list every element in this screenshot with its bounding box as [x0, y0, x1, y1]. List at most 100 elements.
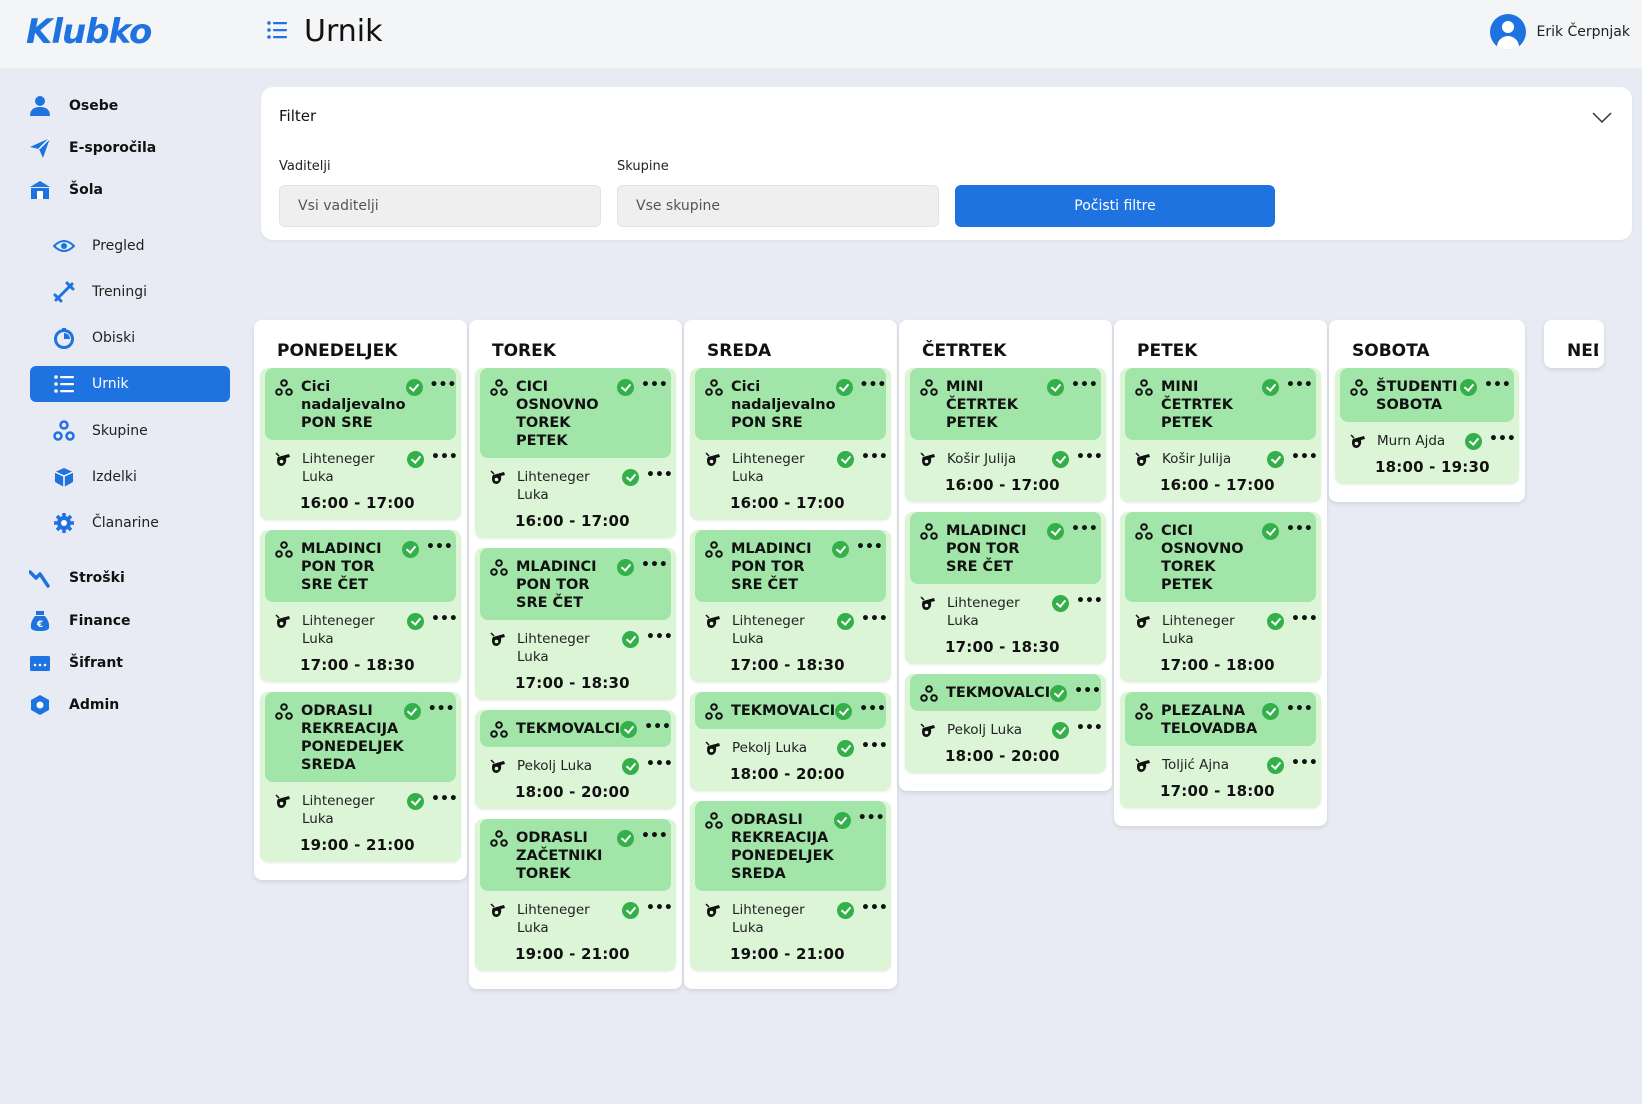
session-group[interactable]: TEKMOVALCI ••• — [480, 710, 671, 747]
sidebar-item-skupine[interactable]: Skupine — [30, 413, 230, 449]
session-card[interactable]: MLADINCI PON TOR SRE ČET ••• Lihteneger Lu… — [475, 548, 676, 700]
session-group[interactable]: TEKMOVALCI ••• — [695, 692, 886, 729]
more-icon[interactable]: ••• — [861, 738, 888, 754]
session-group[interactable]: MLADINCI PON TOR SRE ČET ••• — [265, 530, 456, 602]
check-icon — [1052, 595, 1069, 612]
session-card[interactable]: Cici nadaljevalno PON SRE ••• Lihteneger L… — [690, 368, 891, 520]
session-group[interactable]: TEKMOVALCI ••• — [910, 674, 1101, 711]
session-group[interactable]: ODRASLI ZAČETNIKI TOREK ••• — [480, 819, 671, 891]
sidebar-item-finance[interactable]: € Finance — [28, 603, 131, 639]
more-icon[interactable]: ••• — [646, 629, 673, 645]
more-icon[interactable]: ••• — [1071, 377, 1098, 393]
sidebar-item-izdelki[interactable]: Izdelki — [30, 459, 230, 495]
sidebar-item-e-sporocila[interactable]: E-sporočila — [28, 130, 156, 166]
more-icon[interactable]: ••• — [1286, 377, 1313, 393]
sidebar-item-treningi[interactable]: Treningi — [30, 274, 230, 310]
more-icon[interactable]: ••• — [1076, 449, 1103, 465]
session-card[interactable]: TEKMOVALCI ••• Pekolj Luka ••• 18:00 - 20:00 — [475, 710, 676, 809]
sidebar-item-osebe[interactable]: Osebe — [28, 88, 118, 124]
chevron-down-icon[interactable] — [1590, 105, 1614, 129]
more-icon[interactable]: ••• — [646, 900, 673, 916]
more-icon[interactable]: ••• — [856, 539, 883, 555]
session-time: 16:00 - 17:00 — [730, 494, 845, 512]
session-card[interactable]: PLEZALNA TELOVADBA ••• Toljić Ajna ••• 17:00… — [1120, 692, 1321, 808]
session-group[interactable]: Cici nadaljevalno PON SRE ••• — [695, 368, 886, 440]
sidebar-item-pregled[interactable]: Pregled — [30, 228, 230, 264]
session-card[interactable]: MLADINCI PON TOR SRE ČET ••• Lihteneger Lu… — [260, 530, 461, 682]
session-card[interactable]: MINI ČETRTEK PETEK ••• Košir Julija ••• 16:0… — [1120, 368, 1321, 502]
coaches-select[interactable]: Vsi vaditelji — [279, 185, 601, 227]
session-group[interactable]: MLADINCI PON TOR SRE ČET ••• — [480, 548, 671, 620]
sidebar-item-obiski[interactable]: Obiski — [30, 320, 230, 356]
user-name[interactable]: Erik Čerpnjak — [1536, 24, 1630, 40]
user-menu[interactable]: Erik Čerpnjak — [1490, 14, 1630, 50]
session-card[interactable]: Cici nadaljevalno PON SRE ••• Lihteneger L… — [260, 368, 461, 520]
more-icon[interactable]: ••• — [431, 611, 458, 627]
session-group[interactable]: MLADINCI PON TOR SRE ČET ••• — [695, 530, 886, 602]
avatar[interactable] — [1490, 14, 1527, 50]
session-card[interactable]: ODRASLI REKREACIJA PONEDELJEK SREDA ••• Li… — [260, 692, 461, 862]
session-group[interactable]: MINI ČETRTEK PETEK ••• — [1125, 368, 1316, 440]
more-icon[interactable]: ••• — [1291, 611, 1318, 627]
session-card[interactable]: MINI ČETRTEK PETEK ••• Košir Julija ••• 16:0… — [905, 368, 1106, 502]
session-group[interactable]: ODRASLI REKREACIJA PONEDELJEK SREDA ••• — [695, 801, 886, 891]
session-card[interactable]: MLADINCI PON TOR SRE ČET ••• Lihteneger Lu… — [690, 530, 891, 682]
more-icon[interactable]: ••• — [861, 611, 888, 627]
sidebar-item-sola[interactable]: Šola — [28, 172, 103, 208]
session-group[interactable]: Cici nadaljevalno PON SRE ••• — [265, 368, 456, 440]
session-card[interactable]: ŠTUDENTI SOBOTA ••• Murn Ajda ••• 18:00 - 19… — [1335, 368, 1519, 484]
sidebar-item-label: Skupine — [92, 423, 148, 439]
session-time: 18:00 - 19:30 — [1375, 458, 1490, 476]
clear-filters-button[interactable]: Počisti filtre — [955, 185, 1275, 227]
session-group[interactable]: ŠTUDENTI SOBOTA ••• — [1340, 368, 1514, 422]
more-icon[interactable]: ••• — [641, 377, 668, 393]
more-icon[interactable]: ••• — [1291, 755, 1318, 771]
sidebar-item-stroski[interactable]: Stroški — [28, 560, 125, 596]
more-icon[interactable]: ••• — [427, 701, 455, 717]
more-icon[interactable]: ••• — [1286, 701, 1313, 717]
session-group[interactable]: PLEZALNA TELOVADBA ••• — [1125, 692, 1316, 746]
sidebar-item-admin[interactable]: Admin — [28, 687, 119, 723]
more-icon[interactable]: ••• — [1076, 593, 1103, 609]
more-icon[interactable]: ••• — [1291, 449, 1318, 465]
more-icon[interactable]: ••• — [646, 756, 673, 772]
session-card[interactable]: CICI OSNOVNO TOREK PETEK ••• Lihteneger Lu… — [1120, 512, 1321, 682]
session-group[interactable]: CICI OSNOVNO TOREK PETEK ••• — [480, 368, 671, 458]
more-icon[interactable]: ••• — [429, 377, 457, 393]
more-icon[interactable]: ••• — [1076, 720, 1103, 736]
session-group[interactable]: MLADINCI PON TOR SRE ČET ••• — [910, 512, 1101, 584]
more-icon[interactable]: ••• — [1484, 377, 1511, 393]
more-icon[interactable]: ••• — [857, 810, 885, 826]
session-group[interactable]: MINI ČETRTEK PETEK ••• — [910, 368, 1101, 440]
more-icon[interactable]: ••• — [431, 791, 458, 807]
session-card[interactable]: ODRASLI ZAČETNIKI TOREK ••• Lihteneger Luk… — [475, 819, 676, 971]
more-icon[interactable]: ••• — [641, 828, 668, 844]
more-icon[interactable]: ••• — [1071, 521, 1098, 537]
more-icon[interactable]: ••• — [644, 719, 671, 735]
sidebar-item-sifrant[interactable]: Šifrant — [28, 645, 123, 681]
session-time: 16:00 - 17:00 — [300, 494, 415, 512]
more-icon[interactable]: ••• — [431, 449, 458, 465]
session-card[interactable]: MLADINCI PON TOR SRE ČET ••• Lihteneger Lu… — [905, 512, 1106, 664]
more-icon[interactable]: ••• — [859, 377, 887, 393]
session-card[interactable]: CICI OSNOVNO TOREK PETEK ••• Lihteneger Lu… — [475, 368, 676, 538]
sidebar-item-clanarine[interactable]: Članarine — [30, 505, 230, 541]
more-icon[interactable]: ••• — [641, 557, 668, 573]
more-icon[interactable]: ••• — [646, 467, 673, 483]
more-icon[interactable]: ••• — [861, 900, 888, 916]
session-card[interactable]: TEKMOVALCI ••• Pekolj Luka ••• 18:00 - 20:00 — [905, 674, 1106, 773]
more-icon[interactable]: ••• — [1286, 521, 1313, 537]
more-icon[interactable]: ••• — [861, 449, 888, 465]
more-icon[interactable]: ••• — [1074, 683, 1101, 699]
groups-select[interactable]: Vse skupine — [617, 185, 939, 227]
session-card[interactable]: ODRASLI REKREACIJA PONEDELJEK SREDA ••• Li… — [690, 801, 891, 971]
sidebar-item-urnik[interactable]: Urnik — [30, 366, 230, 402]
session-group[interactable]: CICI OSNOVNO TOREK PETEK ••• — [1125, 512, 1316, 602]
more-icon[interactable]: ••• — [859, 701, 886, 717]
coach-name: Lihteneger Luka — [302, 613, 375, 647]
app-logo[interactable]: Klubko — [26, 12, 152, 52]
more-icon[interactable]: ••• — [426, 539, 453, 555]
session-card[interactable]: TEKMOVALCI ••• Pekolj Luka ••• 18:00 - 20:00 — [690, 692, 891, 791]
more-icon[interactable]: ••• — [1489, 431, 1516, 447]
session-group[interactable]: ODRASLI REKREACIJA PONEDELJEK SREDA ••• — [265, 692, 456, 782]
